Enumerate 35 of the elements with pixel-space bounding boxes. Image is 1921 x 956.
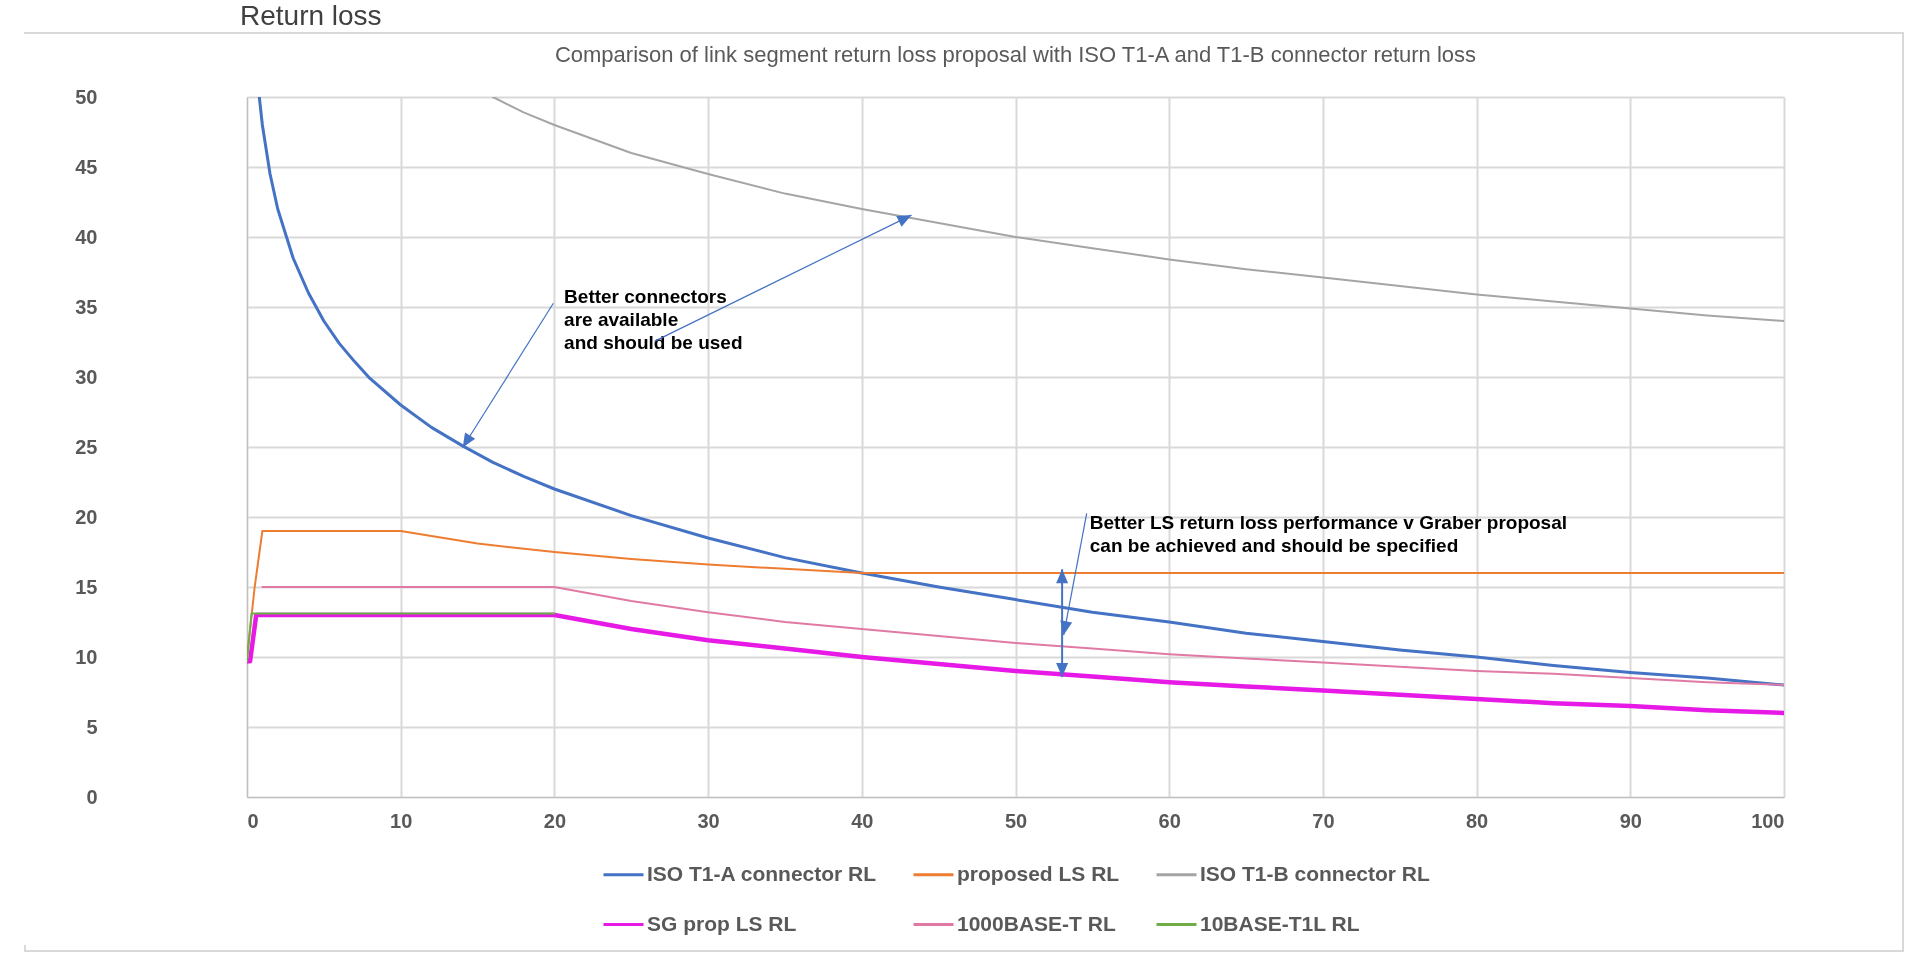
x-tick-label: 90	[1619, 809, 1642, 832]
chart-title: Comparison of link segment return loss proposal with ISO T1-A and T1-B connector return loss	[554, 42, 1477, 67]
y-tick-label: 15	[75, 575, 98, 598]
x-tick-label: 100	[1751, 809, 1785, 832]
y-tick-label: 10	[75, 645, 98, 668]
x-tick-label: 40	[851, 809, 874, 832]
y-tick-label: 50	[75, 85, 98, 108]
line-series	[247, 612, 1784, 716]
x-tick-label: 0	[247, 809, 259, 832]
y-tick-label: 35	[75, 295, 98, 318]
legend-label: 1000BASE-T RL	[957, 911, 1116, 935]
x-tick-label: 10	[390, 809, 413, 832]
annotation: Better LS return loss performance v Graber proposal can be achieved and should be specified	[1089, 511, 1568, 556]
legend-label: ISO T1-B connector RL	[1200, 861, 1431, 885]
legend-label: SG prop LS RL	[647, 911, 797, 935]
annotation: Better connectors are available and should be used	[564, 286, 743, 354]
x-tick-label: 20	[543, 809, 567, 832]
line-series	[257, 97, 1784, 687]
x-tick-label: 60	[1158, 809, 1181, 832]
x-tick-label: 30	[697, 809, 720, 832]
y-tick-label: 0	[86, 785, 98, 808]
line-series	[261, 586, 1784, 686]
legend-label: 10BASE-T1L RL	[1200, 911, 1360, 935]
legend-label: proposed LS RL	[957, 861, 1120, 885]
y-tick-label: 20	[75, 505, 98, 528]
x-tick-label: 50	[1004, 809, 1028, 832]
y-tick-label: 40	[75, 225, 98, 248]
y-tick-label: 30	[75, 365, 98, 388]
y-tick-label: 45	[75, 155, 98, 178]
x-tick-label: 80	[1465, 809, 1489, 832]
x-tick-label: 70	[1312, 809, 1335, 832]
legend-label: ISO T1-A connector RL	[647, 861, 877, 885]
text: Return loss	[240, 0, 382, 32]
y-tick-label: 25	[75, 435, 98, 458]
y-tick-label: 5	[86, 715, 98, 738]
